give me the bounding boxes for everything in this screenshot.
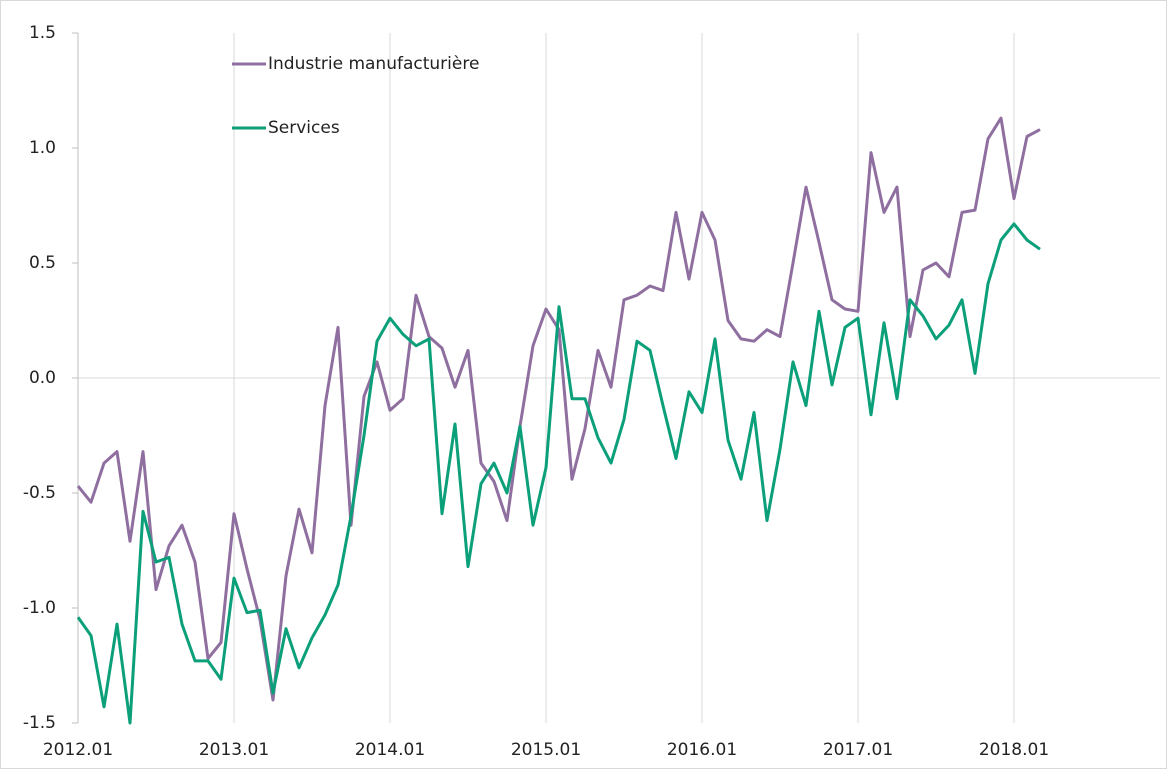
- series-line: [76, 116, 1041, 702]
- y-tick-label: -0.5: [23, 483, 56, 503]
- legend-label: Services: [268, 118, 340, 138]
- y-tick-label: 1.5: [29, 23, 56, 43]
- y-tick-label: 0.5: [29, 253, 56, 273]
- legend-label: Industrie manufacturière: [268, 54, 479, 74]
- x-tick-label: 2018.01: [979, 740, 1049, 760]
- x-tick-label: 2014.01: [355, 740, 425, 760]
- x-tick-label: 2013.01: [199, 740, 269, 760]
- x-tick-label: 2015.01: [511, 740, 581, 760]
- x-tick-label: 2012.01: [43, 740, 113, 760]
- series-line: [76, 222, 1041, 725]
- x-tick-label: 2017.01: [823, 740, 893, 760]
- y-tick-label: 1.0: [29, 138, 56, 158]
- x-tick-label: 2016.01: [667, 740, 737, 760]
- y-tick-label: 0.0: [29, 368, 56, 388]
- y-tick-label: -1.5: [23, 713, 56, 733]
- y-tick-label: -1.0: [23, 598, 56, 618]
